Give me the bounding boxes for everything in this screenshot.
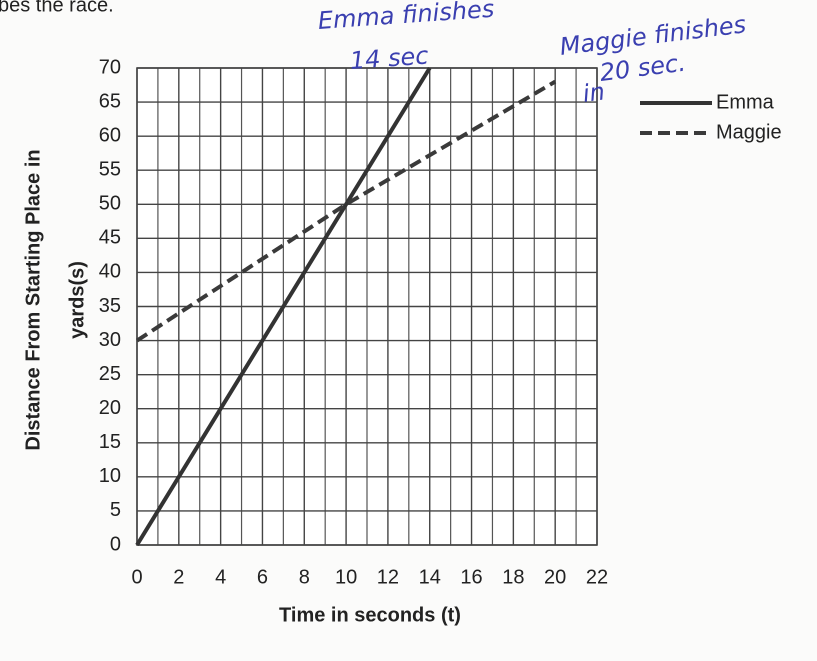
series-line	[135, 66, 432, 547]
handwritten-note: in	[581, 77, 606, 107]
legend-label: Maggie	[716, 121, 782, 143]
x-tick-label: 16	[460, 566, 482, 588]
y-tick-label: 60	[99, 124, 121, 146]
header-text: bes the race.	[0, 0, 114, 16]
x-tick-label: 14	[419, 566, 441, 588]
x-tick-label: 18	[502, 566, 524, 588]
x-tick-label: 6	[257, 566, 268, 588]
y-axis-label: Distance From Starting Place in	[22, 149, 44, 450]
y-tick-label: 55	[99, 158, 121, 180]
x-tick-label: 10	[335, 566, 357, 588]
y-tick-label: 45	[99, 227, 121, 249]
y-tick-label: 15	[99, 431, 121, 453]
legend-label: Emma	[716, 91, 775, 113]
x-tick-label: 8	[299, 566, 310, 588]
x-axis-label: Time in seconds (t)	[279, 604, 461, 626]
y-tick-label: 25	[99, 363, 121, 385]
y-tick-label: 30	[99, 329, 121, 351]
y-tick-label: 10	[99, 465, 121, 487]
series-line	[135, 79, 557, 343]
y-tick-label: 35	[99, 295, 121, 317]
x-tick-label: 0	[131, 566, 142, 588]
y-tick-label: 20	[99, 397, 121, 419]
y-axis-label: yards(s)	[66, 261, 88, 339]
y-tick-label: 65	[99, 90, 121, 112]
x-tick-label: 12	[377, 566, 399, 588]
y-tick-label: 50	[99, 193, 121, 215]
x-tick-label: 4	[215, 566, 226, 588]
y-tick-label: 40	[99, 261, 121, 283]
y-tick-label: 5	[110, 499, 121, 521]
y-tick-label: 0	[110, 533, 121, 555]
y-tick-label: 70	[99, 56, 121, 78]
x-tick-label: 20	[544, 566, 566, 588]
handwritten-note: 14 sec	[349, 42, 429, 75]
x-tick-label: 2	[173, 566, 184, 588]
x-tick-label: 22	[586, 566, 608, 588]
